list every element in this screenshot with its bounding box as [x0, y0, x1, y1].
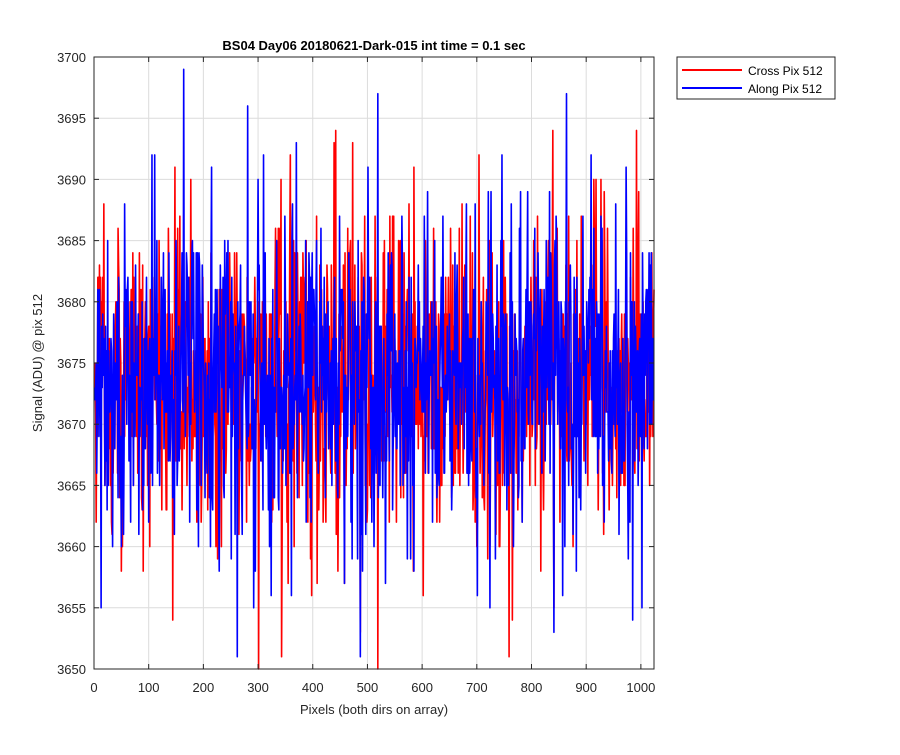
x-axis: 0 100 200 300 400 500 600 700 800 900 1000	[90, 57, 655, 695]
x-tick-label: 200	[193, 680, 215, 695]
legend-label-along: Along Pix 512	[748, 82, 822, 96]
x-tick-label: 600	[411, 680, 433, 695]
x-tick-label: 100	[138, 680, 160, 695]
legend: Cross Pix 512 Along Pix 512	[676, 56, 836, 100]
y-tick-label: 3700	[57, 50, 86, 65]
plot-lines	[93, 68, 655, 670]
y-tick-label: 3655	[57, 601, 86, 616]
x-tick-label: 700	[466, 680, 488, 695]
x-tick-label: 800	[521, 680, 543, 695]
legend-label-cross: Cross Pix 512	[748, 64, 823, 78]
x-tick-label: 400	[302, 680, 324, 695]
y-axis: 3650 3655 3660 3665 3670 3675 3680 3685 3690 3695…	[57, 50, 654, 677]
y-tick-label: 3650	[57, 662, 86, 677]
y-tick-label: 3660	[57, 540, 86, 555]
y-tick-label: 3680	[57, 295, 86, 310]
y-tick-label: 3670	[57, 417, 86, 432]
x-axis-label: Pixels (both dirs on array)	[300, 702, 448, 717]
y-tick-label: 3690	[57, 172, 86, 187]
y-tick-label: 3665	[57, 478, 86, 493]
series-line-along	[93, 68, 655, 658]
x-tick-label: 1000	[626, 680, 655, 695]
y-tick-label: 3675	[57, 356, 86, 371]
x-tick-label: 0	[90, 680, 97, 695]
y-tick-label: 3685	[57, 234, 86, 249]
legend-box	[676, 56, 836, 100]
x-tick-label: 900	[575, 680, 597, 695]
x-tick-label: 500	[357, 680, 379, 695]
y-tick-label: 3695	[57, 111, 86, 126]
y-axis-label: Signal (ADU) @ pix 512	[30, 294, 45, 432]
x-tick-label: 300	[247, 680, 269, 695]
chart-title: BS04 Day06 20180621-Dark-015 int time = …	[222, 38, 525, 53]
